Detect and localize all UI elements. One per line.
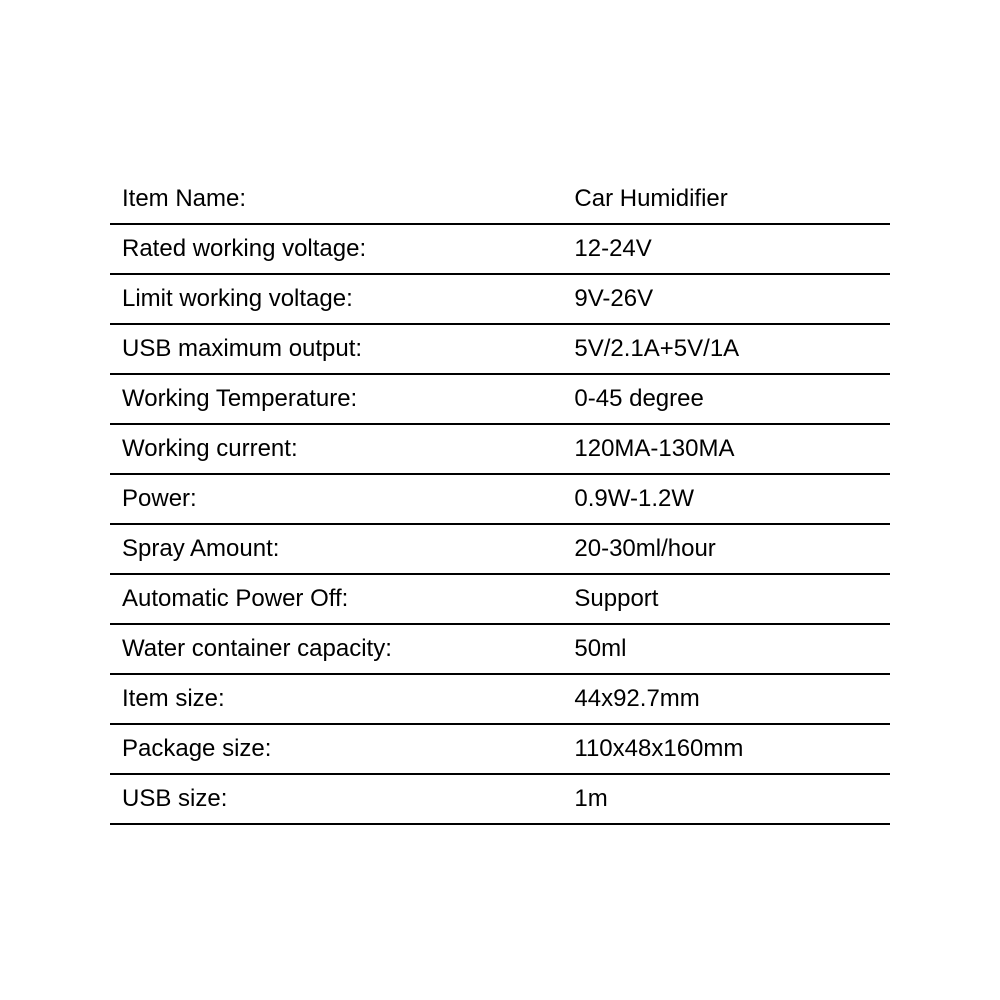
spec-value: 110x48x160mm	[562, 724, 890, 774]
spec-value: 44x92.7mm	[562, 674, 890, 724]
spec-label: Working current:	[110, 424, 562, 474]
table-row: Item size: 44x92.7mm	[110, 674, 890, 724]
spec-label: Limit working voltage:	[110, 274, 562, 324]
table-row: Item Name: Car Humidifier	[110, 175, 890, 224]
spec-value: 50ml	[562, 624, 890, 674]
spec-value: 9V-26V	[562, 274, 890, 324]
spec-label: Spray Amount:	[110, 524, 562, 574]
spec-value: Car Humidifier	[562, 175, 890, 224]
spec-value: 0.9W-1.2W	[562, 474, 890, 524]
spec-label: USB maximum output:	[110, 324, 562, 374]
spec-value: 5V/2.1A+5V/1A	[562, 324, 890, 374]
spec-label: Power:	[110, 474, 562, 524]
table-row: USB maximum output: 5V/2.1A+5V/1A	[110, 324, 890, 374]
table-row: Package size: 110x48x160mm	[110, 724, 890, 774]
specifications-table-body: Item Name: Car Humidifier Rated working …	[110, 175, 890, 824]
table-row: Spray Amount: 20-30ml/hour	[110, 524, 890, 574]
table-row: USB size: 1m	[110, 774, 890, 824]
table-row: Automatic Power Off: Support	[110, 574, 890, 624]
spec-label: Automatic Power Off:	[110, 574, 562, 624]
spec-label: USB size:	[110, 774, 562, 824]
spec-label: Item size:	[110, 674, 562, 724]
specifications-table: Item Name: Car Humidifier Rated working …	[110, 175, 890, 825]
spec-label: Rated working voltage:	[110, 224, 562, 274]
table-row: Working Temperature: 0-45 degree	[110, 374, 890, 424]
spec-value: 20-30ml/hour	[562, 524, 890, 574]
spec-label: Package size:	[110, 724, 562, 774]
spec-value: 120MA-130MA	[562, 424, 890, 474]
table-row: Power: 0.9W-1.2W	[110, 474, 890, 524]
spec-label: Item Name:	[110, 175, 562, 224]
spec-value: 1m	[562, 774, 890, 824]
table-row: Limit working voltage: 9V-26V	[110, 274, 890, 324]
table-row: Working current: 120MA-130MA	[110, 424, 890, 474]
spec-label: Water container capacity:	[110, 624, 562, 674]
table-row: Water container capacity: 50ml	[110, 624, 890, 674]
spec-label: Working Temperature:	[110, 374, 562, 424]
spec-value: 12-24V	[562, 224, 890, 274]
table-row: Rated working voltage: 12-24V	[110, 224, 890, 274]
spec-value: Support	[562, 574, 890, 624]
spec-value: 0-45 degree	[562, 374, 890, 424]
